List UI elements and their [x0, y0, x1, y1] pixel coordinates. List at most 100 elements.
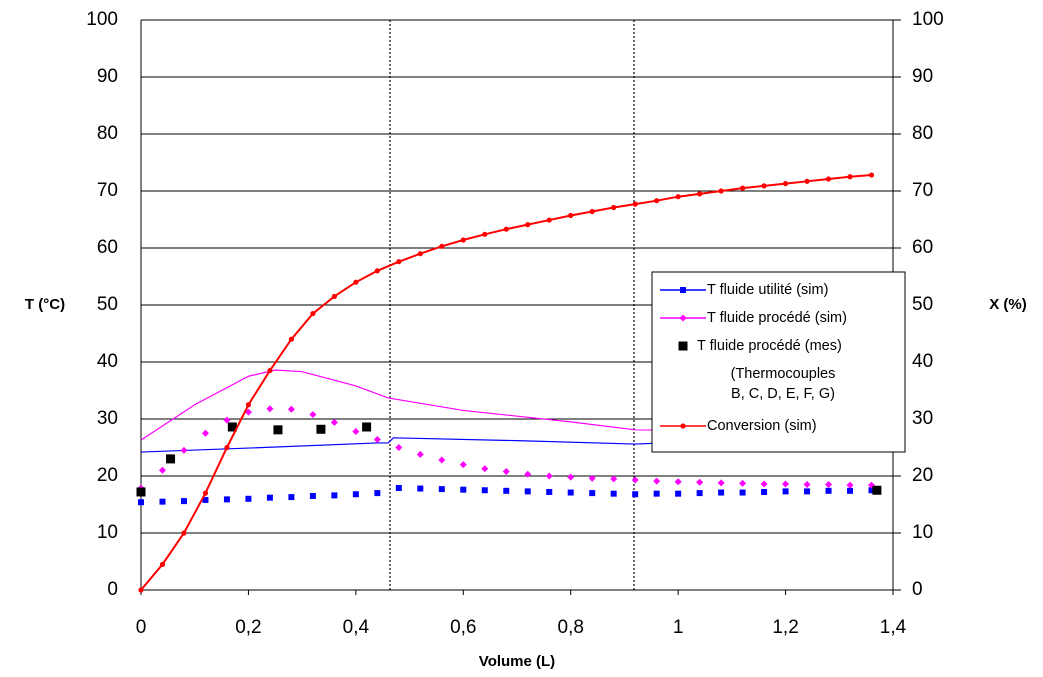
- marker: [202, 496, 209, 503]
- x-tick-label: 1: [673, 617, 684, 638]
- y2-tick-label: 100: [912, 9, 944, 30]
- marker: [872, 485, 882, 495]
- marker: [180, 498, 187, 505]
- marker: [588, 474, 596, 482]
- marker: [740, 185, 746, 191]
- marker: [316, 424, 326, 434]
- marker: [352, 491, 359, 498]
- marker: [846, 481, 854, 489]
- x-axis-title: Volume (L): [479, 653, 555, 670]
- marker: [825, 487, 832, 494]
- marker: [417, 485, 424, 492]
- y-tick-label: 30: [97, 408, 118, 429]
- legend-symbol: [678, 341, 688, 351]
- marker: [782, 180, 789, 187]
- marker: [567, 473, 575, 481]
- marker: [362, 422, 372, 432]
- legend-note: (Thermocouples: [731, 366, 836, 382]
- marker: [761, 488, 768, 495]
- marker: [396, 259, 402, 265]
- x-tick-label: 0,2: [235, 617, 261, 638]
- marker: [868, 172, 875, 178]
- marker: [803, 481, 811, 489]
- marker: [331, 293, 337, 300]
- marker: [525, 222, 531, 228]
- marker: [159, 561, 166, 567]
- y-tick-label: 100: [86, 9, 118, 30]
- marker: [611, 204, 617, 211]
- y-tick-label: 20: [97, 465, 118, 486]
- marker: [181, 530, 187, 536]
- marker: [631, 476, 639, 484]
- marker: [804, 488, 811, 495]
- x-tick-label: 0,4: [343, 617, 370, 638]
- marker: [739, 479, 747, 487]
- marker: [568, 212, 574, 219]
- marker: [138, 587, 144, 593]
- legend-label: T fluide procédé (sim): [707, 310, 847, 326]
- legend: T fluide utilité (sim) T fluide procédé (…: [651, 271, 906, 453]
- marker: [245, 495, 252, 502]
- marker: [180, 446, 188, 454]
- y-tick-label: 50: [97, 294, 118, 315]
- marker: [331, 492, 338, 499]
- x-tick-label: 1,4: [880, 617, 907, 638]
- marker: [610, 475, 618, 483]
- marker: [481, 487, 488, 494]
- marker: [782, 488, 789, 495]
- marker: [847, 487, 854, 494]
- y-tick-label: 40: [97, 351, 118, 372]
- marker: [524, 488, 531, 495]
- y2-axis-title: X (%): [989, 296, 1027, 313]
- y-tick-label: 70: [97, 180, 118, 201]
- marker: [202, 490, 209, 496]
- legend-note: B, C, D, E, F, G): [731, 386, 835, 402]
- marker: [395, 444, 403, 451]
- marker: [374, 490, 381, 497]
- marker: [288, 494, 295, 501]
- marker: [589, 208, 595, 215]
- y-tick-label: 90: [97, 66, 118, 87]
- y2-tick-label: 50: [912, 294, 933, 315]
- marker: [159, 498, 166, 505]
- marker: [847, 174, 853, 180]
- series-line: [140, 437, 679, 453]
- y2-tick-label: 80: [912, 123, 933, 144]
- y-axis-title: T (°C): [25, 296, 65, 313]
- marker: [267, 367, 273, 374]
- legend-box: [651, 271, 906, 453]
- marker: [825, 176, 832, 182]
- marker: [610, 490, 617, 497]
- marker: [266, 494, 273, 501]
- marker: [760, 480, 768, 488]
- x-tick-label: 0: [136, 617, 147, 638]
- marker: [503, 487, 510, 494]
- marker: [717, 479, 725, 487]
- marker: [502, 467, 510, 475]
- x-tick-label: 1,2: [772, 617, 798, 638]
- marker: [718, 188, 724, 194]
- legend-label: T fluide utilité (sim): [707, 282, 828, 298]
- marker: [352, 428, 360, 436]
- marker: [653, 490, 660, 497]
- marker: [718, 489, 725, 496]
- y-tick-label: 10: [97, 522, 118, 543]
- marker: [330, 418, 338, 426]
- legend-symbol: [679, 314, 687, 322]
- marker: [373, 436, 381, 444]
- marker: [266, 405, 274, 413]
- marker: [138, 499, 144, 506]
- marker: [567, 489, 574, 496]
- marker: [245, 402, 252, 408]
- legend-label: T fluide procédé (mes): [697, 338, 842, 354]
- marker: [654, 198, 660, 204]
- marker: [632, 491, 639, 498]
- marker: [825, 481, 833, 489]
- marker: [697, 191, 703, 197]
- marker: [136, 487, 146, 497]
- y2-tick-label: 60: [912, 237, 933, 258]
- marker: [309, 410, 317, 418]
- legend-marker: [678, 341, 688, 351]
